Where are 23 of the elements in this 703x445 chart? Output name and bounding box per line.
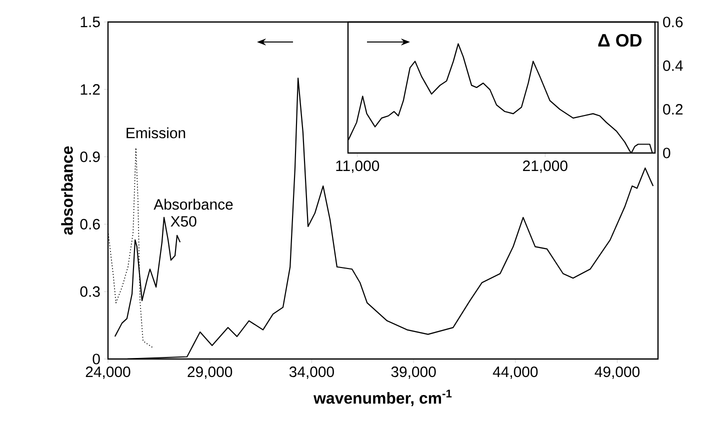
series-label: Absorbance X50 xyxy=(154,198,233,227)
y2-tick-label: 0.4 xyxy=(663,60,683,71)
y-tick-label: 0 xyxy=(92,354,100,364)
y-tick-label: 1.5 xyxy=(80,16,100,28)
y2-tick-label: 0.6 xyxy=(663,16,683,28)
x-tick-label: 34,000 xyxy=(289,366,334,379)
y-tick-label: 1.2 xyxy=(80,84,100,95)
x-tick-label: 49,000 xyxy=(594,366,640,379)
x-tick-label: 24,000 xyxy=(86,366,130,379)
y-tick-label: 0.3 xyxy=(80,286,100,297)
x-tick-label: 11,000 xyxy=(336,160,380,173)
x-tick-label: 39,000 xyxy=(391,366,436,379)
y2-tick-label: 0.2 xyxy=(663,104,683,115)
x-tick-label: 44,000 xyxy=(492,366,538,379)
y-tick-label: 0.9 xyxy=(80,152,100,162)
x-tick-label: 21,000 xyxy=(523,160,568,173)
x-tick-label: 29,000 xyxy=(188,366,232,379)
y-axis-title: absorbance xyxy=(61,146,73,235)
y2-axis-title: Δ OD xyxy=(598,34,642,47)
x-axis-title: wavenumber, cm$^{-1}$ xyxy=(314,390,452,406)
y-tick-label: 0.6 xyxy=(80,218,100,230)
series-label: Emission xyxy=(126,127,186,138)
y2-tick-label: 0 xyxy=(663,148,670,158)
